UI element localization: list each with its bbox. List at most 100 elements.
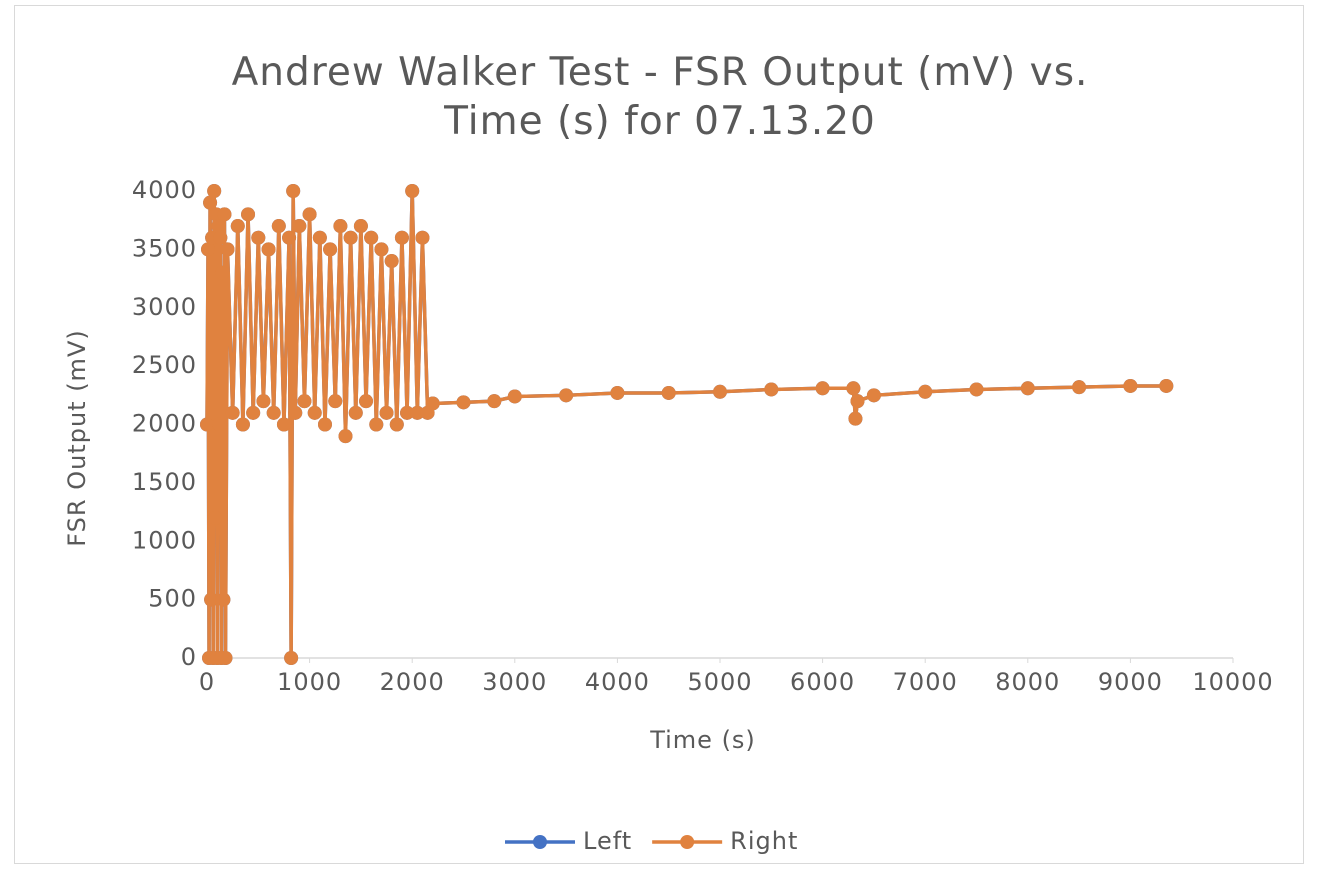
series-marker	[241, 207, 256, 222]
series-marker	[284, 651, 299, 665]
series-marker	[271, 219, 286, 234]
series-marker	[200, 417, 214, 432]
series-marker	[1072, 380, 1087, 395]
series-marker	[218, 651, 233, 665]
series-marker	[369, 417, 384, 432]
series-marker	[235, 417, 250, 432]
series-marker	[328, 394, 343, 409]
series-marker	[261, 242, 276, 257]
x-tick-label: 6000	[790, 668, 855, 696]
series-marker	[256, 394, 271, 409]
series-marker	[292, 219, 307, 234]
x-tick-label: 3000	[482, 668, 547, 696]
series-marker	[212, 417, 227, 432]
series-marker	[487, 394, 502, 409]
series-marker	[333, 219, 348, 234]
y-tick-label: 1000	[132, 526, 197, 554]
series-marker	[251, 230, 266, 245]
series-marker	[846, 381, 861, 396]
series-marker	[203, 195, 218, 210]
series-marker	[207, 184, 222, 198]
x-tick-label: 4000	[585, 668, 650, 696]
series-marker	[348, 405, 363, 420]
series-marker	[394, 230, 409, 245]
series-marker	[507, 389, 522, 404]
x-tick-label: 7000	[893, 668, 958, 696]
series-marker	[353, 219, 368, 234]
series-marker	[661, 385, 676, 400]
series-marker	[204, 592, 219, 607]
x-tick-label: 10000	[1192, 668, 1273, 696]
series-marker	[211, 219, 226, 234]
legend-label: Left	[583, 827, 632, 855]
series-marker	[713, 384, 727, 399]
series-marker	[225, 405, 240, 420]
series-marker	[208, 510, 223, 525]
series-marker	[317, 417, 332, 432]
series-marker	[246, 405, 261, 420]
series-marker	[848, 411, 863, 426]
series-marker	[425, 396, 440, 411]
series-marker	[338, 429, 353, 444]
series-marker	[456, 395, 471, 410]
chart-title: Andrew Walker Test - FSR Output (mV) vs.…	[231, 50, 1089, 144]
series-marker	[389, 417, 404, 432]
x-tick-label: 0	[199, 668, 215, 696]
series-marker	[312, 230, 327, 245]
series-marker	[400, 405, 415, 420]
x-tick-label: 9000	[1098, 668, 1163, 696]
series-marker	[297, 394, 312, 409]
series-marker	[850, 394, 865, 409]
x-axis-label: Time (s)	[649, 726, 756, 754]
series-marker	[610, 385, 625, 400]
legend-marker	[680, 835, 695, 849]
series-marker	[201, 242, 216, 257]
series-marker	[1020, 381, 1035, 396]
x-tick-label: 1000	[277, 668, 342, 696]
y-tick-label: 0	[181, 643, 197, 671]
y-tick-label: 2500	[132, 351, 197, 379]
series-marker	[559, 388, 574, 403]
series-marker	[216, 592, 231, 607]
series-marker	[307, 405, 322, 420]
y-tick-label: 3500	[132, 234, 197, 262]
series-marker	[918, 384, 933, 399]
legend-marker	[533, 835, 547, 849]
series-marker	[276, 417, 291, 432]
series-marker	[288, 405, 303, 420]
series-marker	[217, 207, 232, 222]
series-marker	[866, 388, 881, 403]
y-tick-label: 500	[148, 585, 197, 613]
legend-label: Right	[730, 827, 798, 855]
series-marker	[213, 230, 228, 245]
series-marker	[220, 242, 235, 257]
x-tick-label: 8000	[995, 668, 1060, 696]
series-marker	[415, 230, 430, 245]
series-marker	[364, 230, 379, 245]
series-marker	[815, 381, 830, 396]
y-tick-label: 3000	[132, 293, 197, 321]
series-marker	[1123, 378, 1138, 393]
series-marker	[374, 242, 389, 257]
series-marker	[764, 382, 779, 397]
series-marker	[379, 405, 394, 420]
series-marker	[230, 219, 245, 234]
y-tick-label: 4000	[132, 176, 197, 204]
series-marker	[323, 242, 338, 257]
x-tick-label: 2000	[380, 668, 445, 696]
series-marker	[410, 405, 425, 420]
series-marker	[969, 382, 984, 397]
x-tick-label: 5000	[687, 668, 752, 696]
series-marker	[343, 230, 358, 245]
series-line	[205, 189, 1167, 660]
series-marker	[1159, 378, 1174, 393]
y-tick-label: 2000	[132, 410, 197, 438]
series-marker	[302, 207, 317, 222]
y-axis-label: FSR Output (mV)	[63, 329, 91, 546]
series-marker	[266, 405, 281, 420]
series-marker	[282, 230, 297, 245]
series-marker	[215, 265, 230, 280]
y-tick-label: 1500	[132, 468, 197, 496]
series-marker	[359, 394, 374, 409]
